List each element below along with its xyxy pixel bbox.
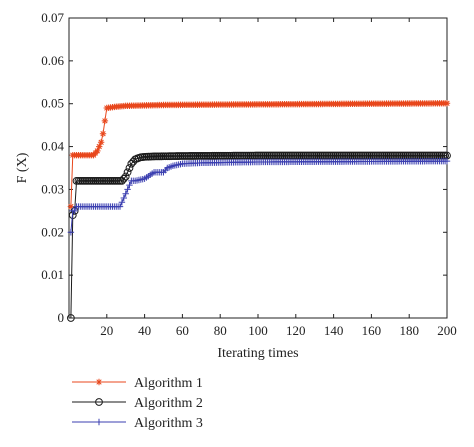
data-point bbox=[95, 398, 103, 406]
data-point bbox=[116, 203, 124, 210]
y-tick-label: 0.05 bbox=[41, 96, 64, 111]
data-point bbox=[99, 130, 107, 137]
series-2 bbox=[66, 151, 451, 322]
series-layer bbox=[66, 100, 451, 322]
data-point bbox=[67, 229, 75, 236]
data-point bbox=[66, 314, 75, 322]
data-point bbox=[95, 378, 103, 386]
legend-label: Algorithm 2 bbox=[134, 396, 203, 411]
data-point bbox=[120, 194, 128, 202]
data-point bbox=[125, 164, 134, 172]
axis-ticks: 0 0.01 0.02 0.03 0.04 0.05 0.06 0.07 20 40 60 80 100… bbox=[41, 10, 457, 338]
x-tick-label: 160 bbox=[362, 323, 382, 338]
legend-item: Algorithm 1 bbox=[72, 376, 203, 391]
data-point bbox=[97, 139, 105, 146]
data-point bbox=[118, 199, 126, 206]
x-tick-label: 180 bbox=[399, 323, 419, 338]
legend-label: Algorithm 1 bbox=[134, 376, 203, 391]
legend-item: Algorithm 3 bbox=[72, 416, 203, 431]
x-tick-label: 20 bbox=[100, 323, 113, 338]
series-line bbox=[70, 155, 447, 319]
series-1 bbox=[67, 100, 451, 210]
data-point bbox=[122, 190, 129, 197]
x-tick-label: 40 bbox=[138, 323, 151, 338]
x-tick-label: 200 bbox=[437, 323, 457, 338]
data-point bbox=[443, 100, 451, 107]
data-point bbox=[119, 174, 128, 183]
data-point bbox=[94, 147, 101, 155]
data-point bbox=[96, 143, 103, 150]
data-point bbox=[443, 157, 451, 165]
legend-item: Algorithm 2 bbox=[72, 396, 203, 411]
y-axis-label: F (X) bbox=[15, 152, 30, 183]
x-axis-label: Iterating times bbox=[217, 346, 298, 361]
data-point bbox=[67, 203, 75, 210]
legend-label: Algorithm 3 bbox=[134, 416, 203, 431]
y-tick-label: 0.06 bbox=[41, 53, 64, 68]
legend: Algorithm 1 Algorithm 2 Algorithm 3 bbox=[72, 376, 203, 431]
x-tick-label: 120 bbox=[286, 323, 306, 338]
y-tick-label: 0.02 bbox=[41, 224, 64, 239]
data-point bbox=[95, 418, 103, 426]
data-point bbox=[126, 181, 133, 189]
x-tick-label: 60 bbox=[176, 323, 189, 338]
y-tick-label: 0.03 bbox=[41, 181, 64, 196]
x-tick-label: 80 bbox=[214, 323, 227, 338]
y-tick-label: 0.04 bbox=[41, 139, 64, 154]
x-tick-label: 140 bbox=[324, 323, 344, 338]
data-point bbox=[121, 172, 130, 181]
x-tick-label: 100 bbox=[248, 323, 268, 338]
y-tick-label: 0.07 bbox=[41, 10, 64, 25]
data-point bbox=[71, 207, 78, 215]
series-3 bbox=[67, 157, 451, 236]
data-point bbox=[124, 186, 131, 193]
y-tick-label: 0 bbox=[58, 310, 65, 325]
data-point bbox=[123, 168, 132, 177]
data-point bbox=[101, 117, 109, 125]
y-tick-label: 0.01 bbox=[41, 267, 64, 282]
